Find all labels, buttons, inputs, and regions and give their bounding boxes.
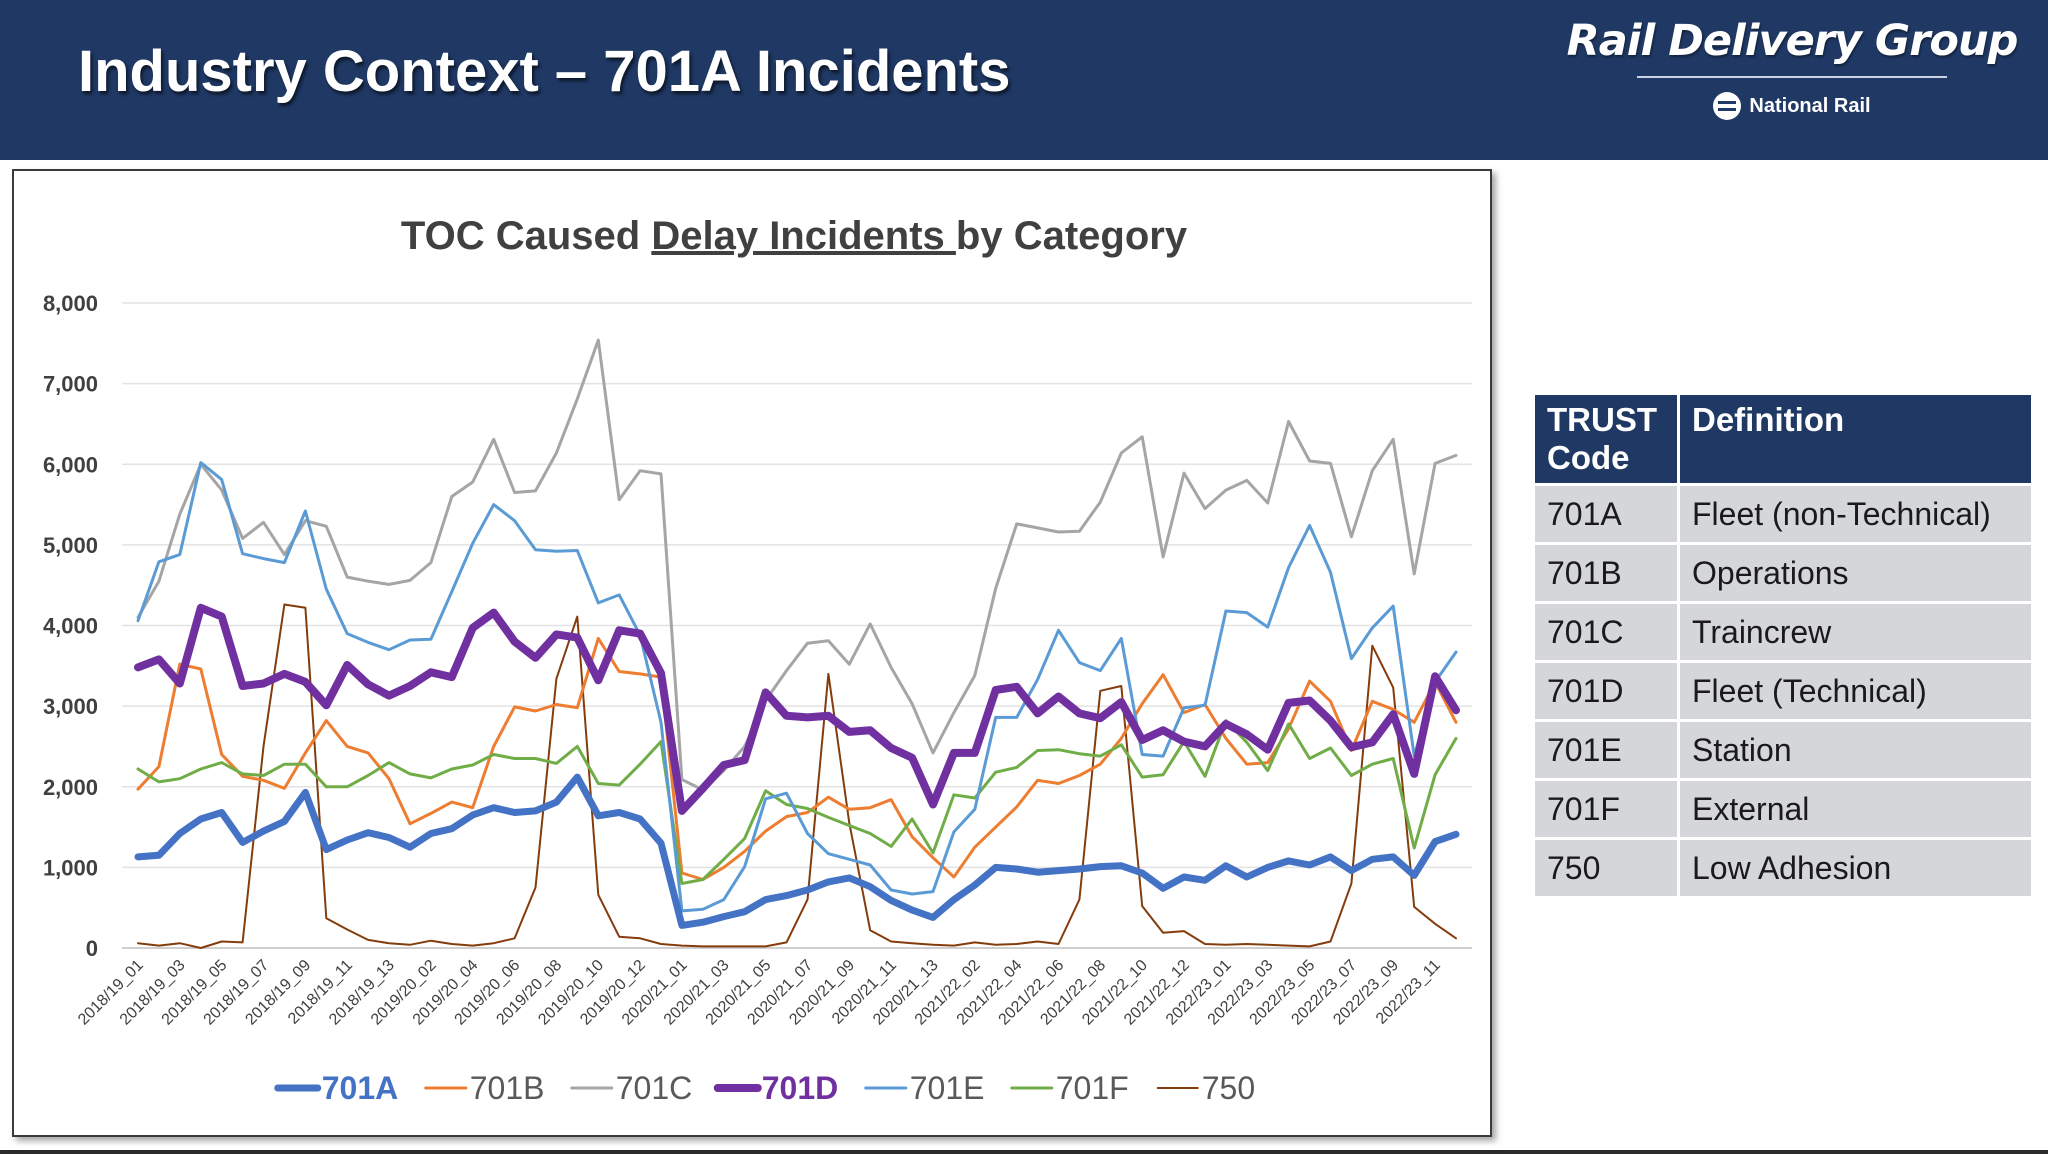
y-tick-label: 1,000 xyxy=(43,855,98,880)
delay-incidents-chart: TOC Caused Delay Incidents by Category 0… xyxy=(43,214,1472,1106)
cell-definition: Low Adhesion xyxy=(1680,840,2031,896)
legend-label: 701D xyxy=(762,1070,839,1106)
y-tick-label: 2,000 xyxy=(43,775,98,800)
legend-label: 750 xyxy=(1202,1070,1255,1106)
y-tick-label: 6,000 xyxy=(43,452,98,477)
logo-wordmark: Rail Delivery Group xyxy=(1566,16,2019,66)
table-row: 701E Station xyxy=(1535,722,2031,778)
rdg-logo: Rail Delivery Group National Rail xyxy=(1562,16,2022,146)
table-row: 750 Low Adhesion xyxy=(1535,840,2031,896)
logo-divider xyxy=(1637,76,1947,78)
national-rail-label: National Rail xyxy=(1749,94,1871,117)
series-line-701c xyxy=(136,338,1458,792)
series-line-701e xyxy=(136,461,1458,913)
series-line-701d xyxy=(134,603,1460,815)
cell-definition: External xyxy=(1680,781,2031,837)
chart-legend: 701A 701B 701C 701D 701E 701F 750 xyxy=(274,1070,1255,1106)
cell-definition: Traincrew xyxy=(1680,604,2031,660)
series-line-701a xyxy=(134,773,1460,929)
y-tick-label: 7,000 xyxy=(43,372,98,397)
cell-definition: Station xyxy=(1680,722,2031,778)
chart-title-suffix: by Category xyxy=(956,214,1188,258)
cell-code: 701E xyxy=(1535,722,1677,778)
y-tick-label: 4,000 xyxy=(43,614,98,639)
legend-label: 701A xyxy=(322,1070,399,1106)
table-row: 701D Fleet (Technical) xyxy=(1535,663,2031,719)
y-tick-label: 5,000 xyxy=(43,533,98,558)
header-bar: Industry Context – 701A Incidents Rail D… xyxy=(0,0,2048,160)
y-axis-ticks: 0 1,000 2,000 3,000 4,000 5,000 6,000 7,000 8,00… xyxy=(43,291,98,961)
cell-code: 701A xyxy=(1535,486,1677,542)
table-header-row: TRUST Code Definition xyxy=(1535,395,2031,483)
chart-title-prefix: TOC Caused xyxy=(401,214,651,258)
legend-label: 701B xyxy=(470,1070,545,1106)
chart-frame: TOC Caused Delay Incidents by Category 0… xyxy=(12,169,1492,1137)
header-definition: Definition xyxy=(1680,395,2031,483)
national-rail-badge: National Rail xyxy=(1562,92,2022,120)
cell-definition: Fleet (Technical) xyxy=(1680,663,2031,719)
table-row: 701C Traincrew xyxy=(1535,604,2031,660)
table-row: 701B Operations xyxy=(1535,545,2031,601)
national-rail-icon xyxy=(1713,92,1742,120)
header-trust-code: TRUST Code xyxy=(1535,395,1677,483)
slide-title: Industry Context – 701A Incidents xyxy=(78,39,1011,104)
cell-code: 750 xyxy=(1535,840,1677,896)
cell-code: 701F xyxy=(1535,781,1677,837)
trust-code-table: TRUST Code Definition 701A Fleet (non-Tec… xyxy=(1532,392,2034,899)
table-row: 701F External xyxy=(1535,781,2031,837)
x-axis-ticks: 2018/19_012018/19_032018/19_052018/19_07… xyxy=(75,957,1444,1029)
y-tick-label: 3,000 xyxy=(43,694,98,719)
cell-definition: Operations xyxy=(1680,545,2031,601)
series-line-750 xyxy=(137,603,1457,949)
chart-title-underlined: Delay Incidents xyxy=(651,214,956,258)
y-tick-label: 0 xyxy=(86,936,98,961)
cell-code: 701B xyxy=(1535,545,1677,601)
legend-label: 701F xyxy=(1056,1070,1129,1106)
table-row: 701A Fleet (non-Technical) xyxy=(1535,486,2031,542)
chart-title: TOC Caused Delay Incidents by Category xyxy=(401,214,1188,258)
legend-label: 701E xyxy=(910,1070,985,1106)
series-lines xyxy=(134,338,1460,949)
legend-label: 701C xyxy=(616,1070,693,1106)
bottom-strip xyxy=(0,1150,2048,1154)
cell-code: 701D xyxy=(1535,663,1677,719)
cell-code: 701C xyxy=(1535,604,1677,660)
y-tick-label: 8,000 xyxy=(43,291,98,316)
cell-definition: Fleet (non-Technical) xyxy=(1680,486,2031,542)
